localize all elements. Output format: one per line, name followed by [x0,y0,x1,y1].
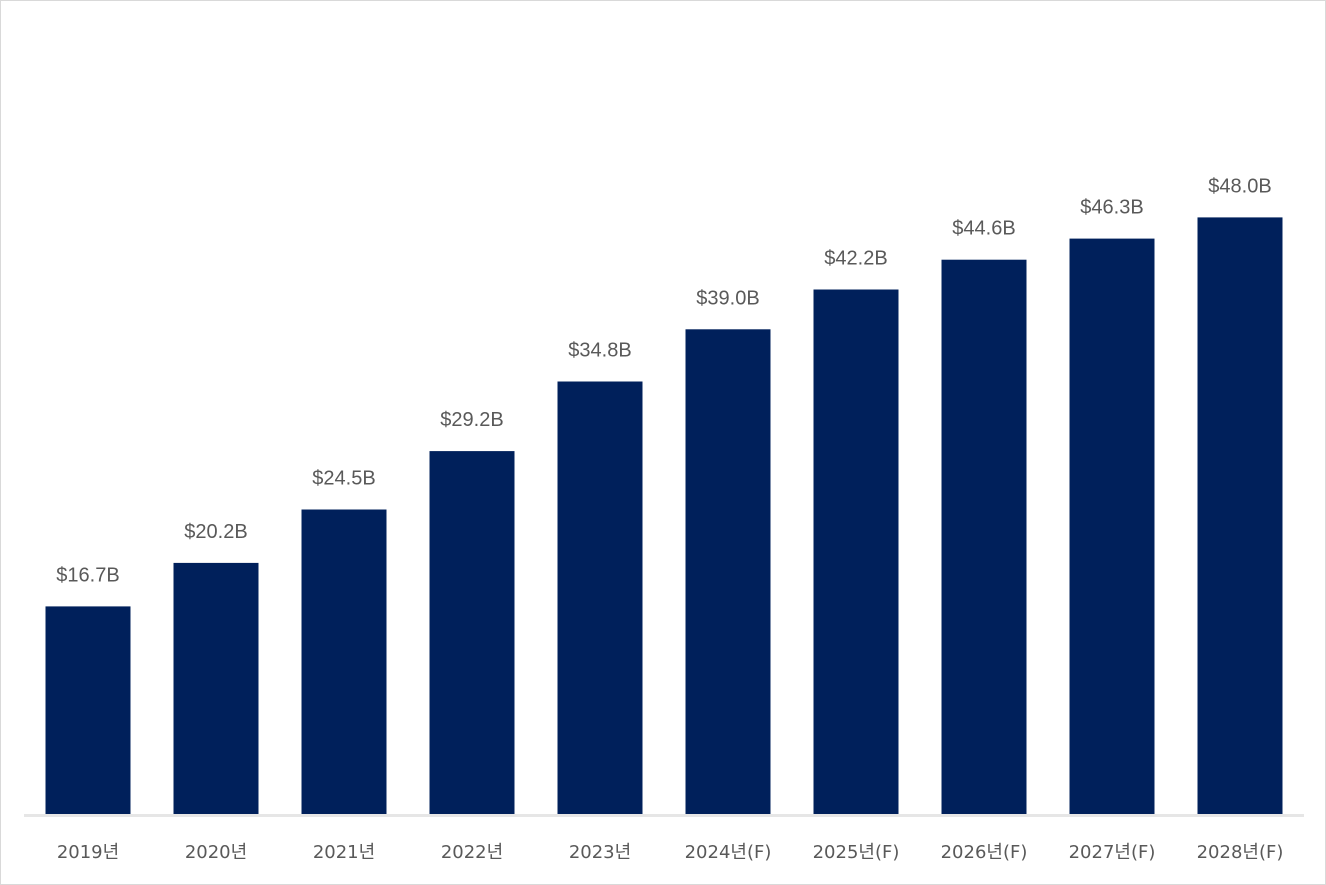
data-label: $16.7B [56,564,119,586]
x-tick-label: 2025년(F) [813,842,900,863]
bars-group [45,217,1283,815]
data-label: $29.2B [440,409,503,431]
data-label: $42.2B [824,248,887,270]
value-labels-group: $16.7B $20.2B $24.5B $29.2B $34.8B $39.0B $42.… [56,175,1271,586]
bar-2025년(F) [813,289,899,814]
data-label: $48.0B [1208,175,1271,197]
x-tick-label: 2028년(F) [1197,842,1284,863]
x-tick-label: 2019년 [57,842,119,863]
x-tick-label: 2026년(F) [941,842,1028,863]
bar-2026년(F) [941,259,1027,814]
data-label: $46.3B [1080,197,1143,219]
bar-2022년 [429,451,515,814]
bar-2028년(F) [1197,217,1283,814]
data-label: $34.8B [568,340,631,362]
bar-2027년(F) [1069,238,1155,815]
data-label: $44.6B [952,218,1015,240]
x-tick-label: 2022년 [441,842,503,863]
x-tick-label: 2021년 [313,842,375,863]
bar-2021년 [301,509,387,814]
x-tick-label: 2027년(F) [1069,842,1156,863]
bar-2024년(F) [685,329,771,814]
x-tick-label: 2023년 [569,842,631,863]
category-labels-group: 2019년 2020년 2021년 2022년 2023년 2024년(F) 2025년(F… [57,842,1284,863]
x-tick-label: 2024년(F) [685,842,772,863]
data-label: $24.5B [312,468,375,490]
bar-2020년 [173,562,259,814]
x-tick-label: 2020년 [185,842,247,863]
bar-2023년 [557,381,643,814]
data-label: $39.0B [696,287,759,309]
bar-2019년 [45,606,131,814]
data-label: $20.2B [184,521,247,543]
